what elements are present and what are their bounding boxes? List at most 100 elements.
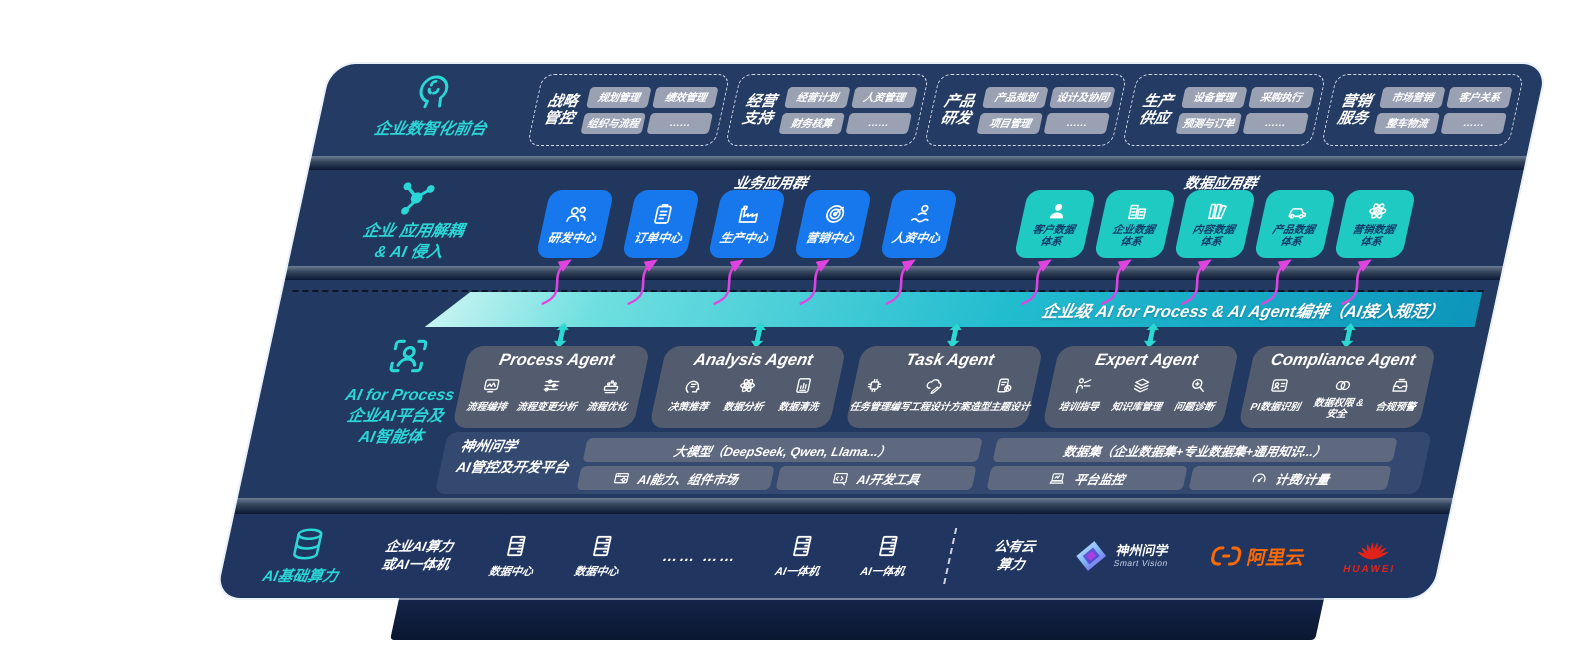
platform-label: 神州问学 AI管控及开发平台 (454, 438, 571, 475)
app-box-production-center: 生产中心 (707, 190, 787, 258)
gauge-icon (1249, 470, 1270, 487)
platform-monitor-cell: 平台监控 (986, 466, 1188, 490)
chip: 绩效管理 (652, 86, 720, 108)
chip: 产品规划 (982, 86, 1049, 108)
app-box-rd-center: 研发中心 (535, 190, 615, 258)
app-box-order-center: 订单中心 (621, 190, 701, 258)
platform-edge-1 (308, 156, 1527, 170)
chip: …… (1440, 112, 1508, 134)
window-gear-icon (611, 470, 632, 487)
group-production-supply: 生产 供应 设备管理 采购执行 预测与订单 …… (1122, 74, 1327, 146)
group-name: 战略 管控 (542, 92, 580, 127)
chip: 采购执行 (1247, 86, 1315, 108)
atom-icon (736, 376, 759, 395)
head-chat-icon (681, 376, 704, 395)
front-office-label: 企业数智化前台 (372, 121, 489, 138)
alicloud-bracket-icon (1210, 546, 1241, 566)
team-icon (563, 202, 592, 226)
ai-appliance-node: AI一体机 (774, 533, 828, 579)
dataset-bar: 数据集（企业数据集+专业数据集+通用知识...） (992, 438, 1398, 462)
board-wave-icon (480, 376, 503, 395)
chip: 项目管理 (976, 112, 1044, 134)
base-shadow (390, 594, 1325, 640)
server-icon (586, 533, 618, 559)
clipboard-icon (649, 202, 678, 226)
agent-card-compliance: Compliance Agent PI数据识别 数据权限 & 安全 合规预警 (1238, 346, 1437, 428)
chip: 市场营销 (1379, 86, 1446, 108)
chip: 设计及协同 (1049, 86, 1116, 108)
ellipsis: …… …… (661, 547, 740, 565)
dev-tools-icon (830, 470, 851, 487)
group-name: 经营 支持 (740, 92, 779, 127)
group-product-rd: 产品 研发 产品规划 设计及协同 项目管理 …… (923, 74, 1128, 146)
front-office-groups: 战略 管控 规划管理 绩效管理 组织与流程 …… 经营 支持 经营计划 人资管理 财… (526, 74, 1525, 146)
chip: 规划管理 (585, 86, 653, 108)
agent-card-expert: Expert Agent 培训指导 知识库管理 问题诊断 (1041, 346, 1240, 428)
chip: 组织与流程 (580, 112, 647, 134)
sliders-icon (540, 376, 563, 395)
car-icon (1284, 200, 1311, 222)
layers-icon (1130, 376, 1153, 395)
app-layer-label: 企业 应用解耦 & AI 侵入 (361, 223, 466, 261)
cloud-pen-icon (923, 376, 946, 395)
atom-icon (1364, 200, 1391, 222)
architecture-diagram: 企业数智化前台 战略 管控 规划管理 绩效管理 组织与流程 …… 经营 支持 经营计… (213, 62, 1549, 600)
chip: …… (1242, 112, 1309, 134)
alert-box-icon (1389, 376, 1412, 395)
chip: …… (1043, 112, 1111, 134)
server-icon (872, 533, 904, 559)
person-icon (1044, 200, 1071, 222)
database-icon (285, 526, 329, 562)
laptop-chart-icon (1048, 470, 1069, 487)
enterprise-compute-label: 企业AI算力 或AI一体机 (380, 538, 455, 572)
ai-appliance-node: AI一体机 (859, 533, 913, 579)
optimize-icon (600, 376, 623, 395)
public-cloud-label: 公有云 算力 (992, 538, 1037, 572)
books-icon (1204, 200, 1231, 222)
chip: …… (646, 112, 714, 134)
agent-cards-row: Process Agent 流程编排 流程变更分析 流程优化 Analysis … (451, 346, 1437, 428)
teacher-icon (1072, 376, 1095, 395)
data-box-content: 内容数据 体系 (1173, 190, 1257, 258)
hr-icon (907, 202, 936, 226)
platform-edge-3 (234, 498, 1453, 514)
billing-metering-cell: 计费/计量 (1188, 466, 1392, 490)
data-systems-row: 客户数据 体系 企业数据 体系 内容数据 体系 产品数据 体系 营销数据 体系 (1013, 190, 1417, 258)
agent-card-analysis: Analysis Agent 决策推荐 数据分析 数据清洗 (648, 346, 847, 428)
factory-icon (735, 202, 764, 226)
model-bar: 大模型（DeepSeek, Qwen, Llama...） (582, 438, 983, 462)
datacenter-node: 数据中心 (487, 533, 541, 579)
group-name: 营销 服务 (1335, 92, 1374, 127)
smartvision-diamond-icon (1076, 541, 1107, 571)
target-icon (821, 202, 850, 226)
platform-edge-2 (284, 266, 1503, 280)
data-box-product: 产品数据 体系 (1253, 190, 1337, 258)
group-marketing-service: 营销 服务 市场营销 客户关系 整车物流 …… (1320, 74, 1525, 146)
ai-dev-tools-cell: AI开发工具 (775, 466, 977, 490)
infra-row: AI基础算力 企业AI算力 或AI一体机 数据中心 数据中心 …… …… AI一… (259, 520, 1406, 592)
app-box-marketing-center: 营销中心 (793, 190, 873, 258)
server-icon (787, 533, 819, 559)
ai-capability-market-cell: AI能力、组件市场 (576, 466, 775, 490)
huawei-flower-icon (1357, 542, 1389, 560)
rings-icon (1331, 376, 1354, 395)
building-icon (1124, 200, 1151, 222)
huawei-logo: HUAWEI (1342, 537, 1402, 575)
group-name: 生产 供应 (1137, 92, 1175, 127)
decoupling-dashed-line (292, 290, 1484, 292)
agent-card-task: Task Agent 任务管理 编写工程设计方案 造型主题设计 (845, 346, 1044, 428)
diagnose-icon (1187, 376, 1210, 395)
chip: 经营计划 (784, 86, 851, 108)
chip-icon (863, 376, 886, 395)
chip: 人资管理 (851, 86, 918, 108)
doc-data-icon (792, 376, 815, 395)
smartvision-logo: 神州问学 Smart Vision (1071, 539, 1173, 573)
group-name: 产品 研发 (938, 92, 977, 127)
chip: 设备管理 (1180, 86, 1248, 108)
data-box-customer: 客户数据 体系 (1013, 190, 1097, 258)
chip: 整车物流 (1373, 112, 1441, 134)
agent-card-process: Process Agent 流程编排 流程变更分析 流程优化 (451, 346, 651, 428)
data-box-enterprise: 企业数据 体系 (1093, 190, 1177, 258)
group-operations: 经营 支持 经营计划 人资管理 财务核算 …… (725, 74, 930, 146)
business-apps-row: 研发中心 订单中心 生产中心 营销中心 人资中心 (535, 190, 959, 258)
